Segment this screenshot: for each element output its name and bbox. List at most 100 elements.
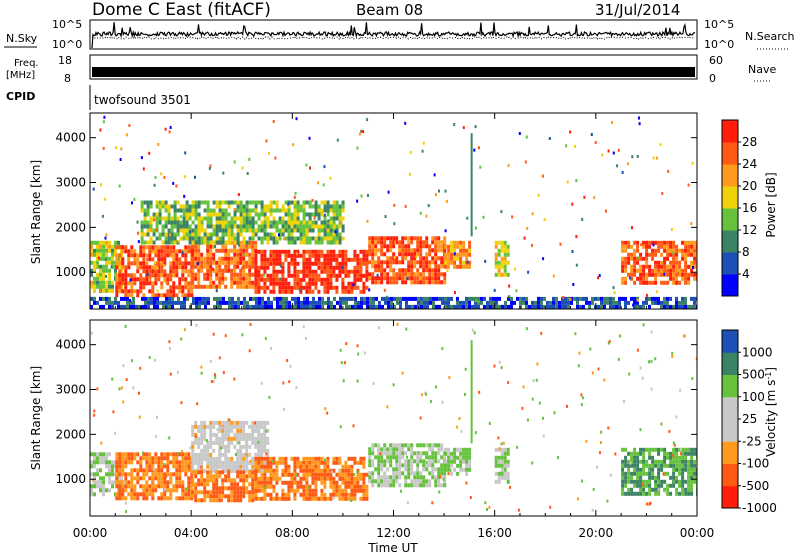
vel-cell [359, 496, 363, 501]
power-scatter-cell [128, 124, 131, 127]
power-cell [201, 296, 204, 301]
power-cell [225, 300, 228, 305]
power-cell [308, 261, 312, 266]
power-scatter-cell [475, 226, 477, 230]
power-cell [633, 268, 637, 273]
power-cell [293, 220, 297, 225]
vel-scatter-cell [112, 410, 115, 414]
vel-cell [305, 496, 309, 501]
power-cell [245, 276, 249, 281]
vel-cell [437, 451, 441, 456]
power-cell [290, 273, 294, 278]
power-cell [90, 284, 93, 289]
vel-scatter-cell [93, 413, 96, 417]
power-cell [245, 252, 249, 257]
vel-cell [212, 456, 216, 461]
nsky-trace [91, 22, 696, 49]
vel-cell [621, 491, 625, 496]
vel-cell [272, 468, 276, 473]
vel-cell [401, 447, 405, 452]
vel-cell [121, 460, 125, 465]
power-cell [356, 253, 360, 258]
vel-cell [468, 451, 472, 456]
power-cell [300, 300, 303, 305]
vel-cell [468, 459, 472, 464]
power-cell [633, 296, 636, 301]
power-cell [209, 236, 213, 241]
power-cell [621, 244, 625, 249]
power-cell [130, 245, 134, 250]
vel-cell [272, 488, 276, 493]
power-cell [287, 265, 291, 270]
power-cell [341, 257, 345, 262]
vel-cell [494, 459, 498, 464]
power-cell [111, 248, 114, 253]
vel-cell [639, 467, 643, 472]
vel-cell [251, 440, 255, 445]
power-cell [284, 220, 288, 225]
vel-cell [332, 492, 336, 497]
vel-cell [657, 491, 661, 496]
power-cell [227, 212, 231, 217]
power-cell [407, 240, 411, 245]
vel-cell [332, 456, 336, 461]
power-cell [248, 284, 252, 289]
vel-cell [99, 484, 102, 489]
vel-cell [627, 459, 631, 464]
power-cell [317, 257, 321, 262]
vel-cell [260, 464, 264, 469]
power-cell [164, 232, 168, 237]
vel-cell [290, 488, 294, 493]
vel-cell [218, 490, 222, 495]
vel-cell [654, 475, 658, 480]
power-cell [203, 260, 207, 265]
power-cell [246, 304, 249, 309]
vel-cell [184, 468, 188, 473]
vel-cell [124, 488, 128, 493]
vel-cell [663, 447, 667, 452]
power-cell [468, 240, 472, 245]
vel-cell [323, 484, 327, 489]
vel-scatter-cell [671, 355, 674, 358]
vel-scatter-cell [200, 371, 203, 375]
power-cell [161, 232, 165, 237]
vel-cell [178, 480, 182, 485]
vel-cell [99, 480, 102, 485]
vel-cell [642, 471, 646, 476]
vel-scatter-cell [516, 445, 519, 449]
vel-cell [236, 470, 240, 475]
vel-scatter-cell [249, 459, 252, 463]
power-cell [663, 300, 666, 305]
power-cell [233, 236, 237, 241]
vel-cell [99, 468, 102, 473]
vel-cell [224, 474, 228, 479]
power-cell [323, 253, 327, 258]
power-cell [305, 232, 309, 237]
power-scatter-cell [422, 141, 425, 145]
power-cell [237, 300, 240, 305]
power-cell [633, 300, 636, 305]
vel-cell [630, 487, 634, 492]
power-scatter-cell [598, 274, 601, 278]
vel-cell [260, 444, 264, 449]
power-scatter-cell [525, 135, 528, 139]
vel-cell [242, 428, 246, 433]
vel-cell [365, 492, 369, 497]
power-cell [413, 248, 417, 253]
power-cell [287, 224, 291, 229]
vel-cell [191, 428, 195, 433]
power-cell [90, 304, 93, 309]
colorbar-tick-label: 25 [742, 412, 757, 426]
power-cell [684, 256, 688, 261]
power-cell [151, 269, 155, 274]
power-cell [669, 276, 673, 281]
power-cell [350, 281, 354, 286]
power-cell [93, 240, 96, 245]
power-cell [96, 272, 99, 277]
power-cell [356, 257, 360, 262]
vel-cell [215, 482, 219, 487]
power-cell [332, 269, 336, 274]
vel-cell [191, 490, 195, 495]
power-cell [651, 248, 655, 253]
power-cell [495, 296, 498, 301]
